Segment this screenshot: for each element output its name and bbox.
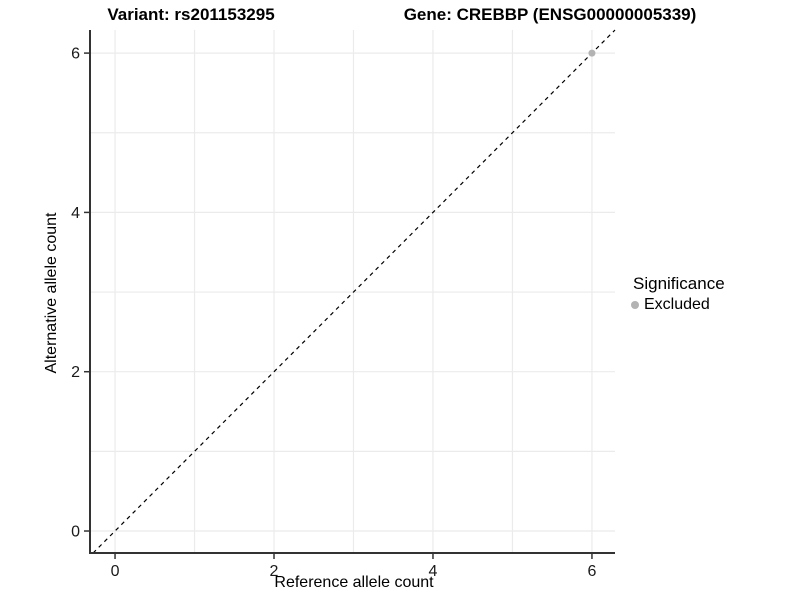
legend-items: Excluded xyxy=(631,296,725,314)
data-point xyxy=(588,49,596,57)
x-tick-label: 4 xyxy=(429,563,438,580)
identity-reference-line xyxy=(92,29,616,554)
legend-item: Excluded xyxy=(631,296,725,314)
legend-title: Significance xyxy=(633,274,725,293)
x-tick-label: 0 xyxy=(111,563,120,580)
variant-title: Variant: rs201153295 xyxy=(107,5,275,24)
x-axis-title: Reference allele count xyxy=(274,574,434,591)
y-axis-title: Alternative allele count xyxy=(43,212,60,374)
gene-title: Gene: CREBBP (ENSG00000005339) xyxy=(403,5,697,24)
x-tick-label: 2 xyxy=(270,563,279,580)
y-tick-label: 4 xyxy=(71,205,80,222)
y-tick-label: 6 xyxy=(71,46,80,63)
y-tick-label: 0 xyxy=(71,524,80,541)
legend-point-icon xyxy=(631,301,639,309)
legend: Significance Excluded xyxy=(631,274,725,314)
y-tick-label: 2 xyxy=(71,364,80,381)
x-tick-label: 6 xyxy=(587,563,596,580)
legend-item-label: Excluded xyxy=(644,296,710,313)
